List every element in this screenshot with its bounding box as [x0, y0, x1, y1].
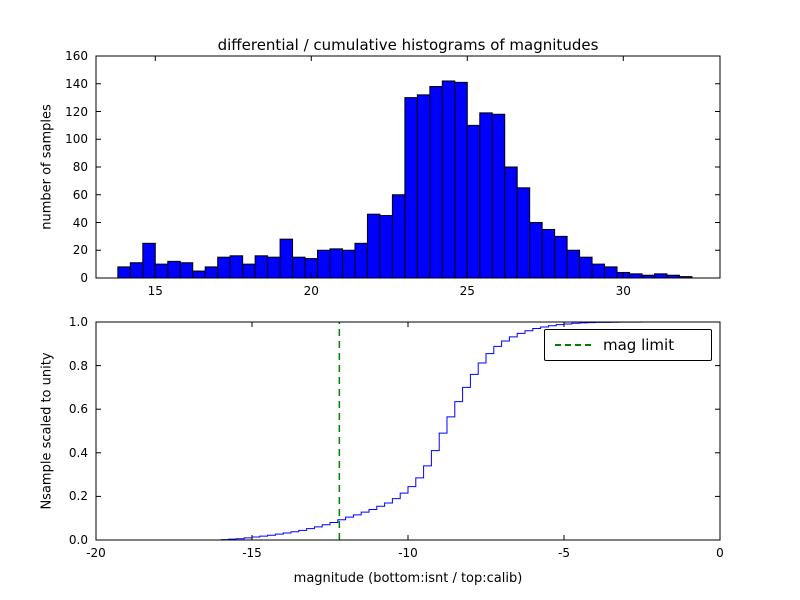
histogram-bar — [466, 124, 481, 279]
histogram-bar — [504, 166, 518, 279]
histogram-bar — [653, 273, 668, 279]
histogram-bar — [479, 112, 493, 279]
histogram-bar — [391, 194, 406, 279]
histogram-bar — [192, 270, 206, 279]
cumulative-curve — [220, 321, 659, 541]
histogram-bar — [416, 94, 431, 279]
top-y-tick-label: 160 — [65, 49, 88, 63]
bottom-x-tick-label: -15 — [242, 546, 262, 560]
histogram-bar — [379, 215, 393, 279]
histogram-bar — [179, 262, 194, 279]
histogram-bar — [629, 273, 643, 279]
histogram-bar — [554, 235, 568, 279]
histogram-bar — [154, 263, 169, 279]
histogram-bar — [404, 97, 418, 279]
histogram-bar — [366, 213, 381, 279]
histogram-bar — [529, 222, 543, 279]
histogram-bar — [142, 242, 156, 279]
bottom-y-tick-label: 0.8 — [68, 358, 88, 373]
histogram-bar — [354, 242, 368, 279]
histogram-bar — [217, 256, 231, 279]
histogram-bar — [129, 262, 144, 279]
top-x-tick-label: 25 — [459, 284, 475, 298]
top-y-tick-label: 0 — [80, 271, 88, 285]
top-axes — [95, 55, 721, 279]
legend-label: mag limit — [603, 336, 675, 354]
histogram-bar — [279, 238, 294, 279]
histogram-bar — [229, 255, 244, 279]
histogram-bar — [292, 256, 306, 279]
top-x-tick-label: 30 — [615, 284, 631, 298]
histogram-bar — [341, 249, 356, 279]
top-x-tick-label: 15 — [147, 284, 163, 298]
histogram-bar — [242, 263, 256, 279]
histogram-bar — [429, 86, 443, 279]
top-y-tick-label: 100 — [65, 132, 88, 147]
histogram-bar — [541, 228, 556, 279]
bottom-y-axis-label: Nsample scaled to unity — [39, 352, 55, 510]
mag-limit-dashed-line-icon — [555, 344, 591, 346]
histogram-bar — [441, 80, 456, 279]
top-y-tick-label: 40 — [72, 215, 88, 230]
top-y-tick-label: 80 — [72, 160, 88, 174]
bottom-x-tick-label: -10 — [398, 546, 418, 560]
histogram-bar — [254, 255, 269, 279]
top-x-tick-label: 20 — [303, 284, 319, 298]
x-axis-label: magnitude (bottom:isnt / top:calib) — [293, 571, 523, 586]
histogram-bar — [579, 256, 593, 279]
top-y-tick-label: 20 — [72, 243, 88, 258]
top-y-tick-label: 120 — [65, 104, 88, 119]
bottom-axes — [95, 321, 721, 541]
legend: mag limit — [544, 329, 712, 361]
histogram-bar — [167, 260, 181, 279]
histogram-bar — [516, 187, 531, 279]
cumulative-step-line — [220, 321, 659, 541]
bottom-x-tick-label: -5 — [558, 546, 570, 560]
bottom-x-tick-label: -20 — [86, 546, 106, 560]
histogram-bar — [204, 266, 219, 279]
top-histogram-bars — [117, 80, 693, 279]
bottom-y-tick-label: 0.0 — [68, 533, 88, 547]
histogram-bar — [591, 263, 606, 279]
bottom-y-tick-label: 0.4 — [68, 445, 88, 460]
histogram-bar — [317, 249, 331, 279]
histogram-bar — [329, 248, 343, 279]
histogram-bar — [604, 266, 618, 279]
bottom-y-tick-label: 0.2 — [68, 489, 88, 504]
chart-title: differential / cumulative histograms of … — [217, 36, 599, 54]
histogram-bar — [454, 81, 468, 279]
histogram-bar — [267, 256, 281, 279]
top-y-tick-label: 60 — [72, 187, 88, 202]
histogram-bar — [117, 266, 131, 279]
bottom-y-tick-label: 0.6 — [68, 402, 88, 417]
histogram-bar — [566, 249, 581, 279]
bottom-x-tick-label: 0 — [716, 546, 724, 560]
histogram-bar — [491, 113, 506, 279]
bottom-y-tick-label: 1.0 — [68, 315, 88, 329]
top-y-tick-label: 140 — [65, 76, 88, 91]
